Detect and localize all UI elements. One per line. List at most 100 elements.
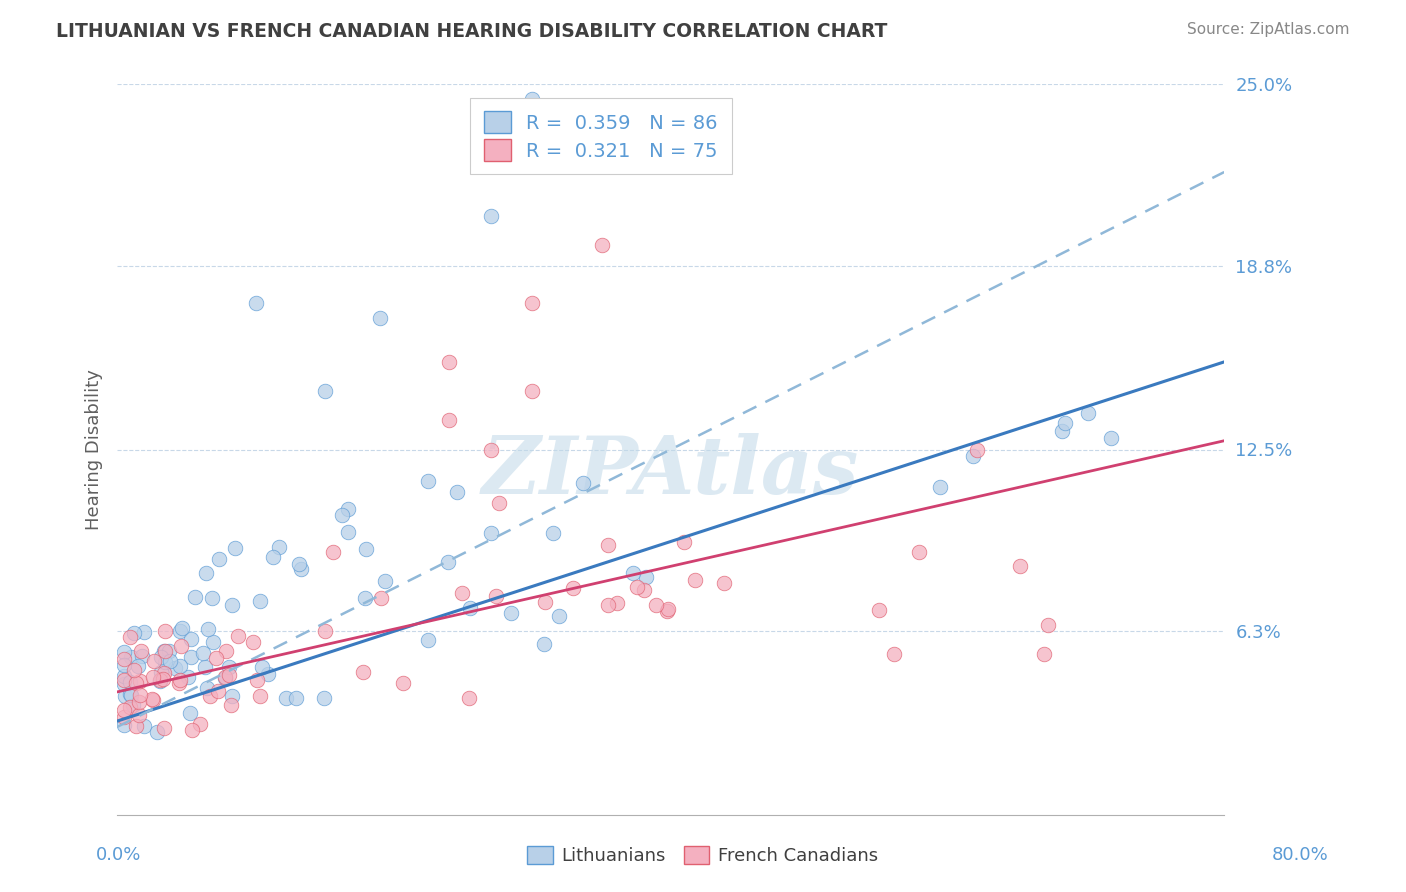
Point	[180, 723, 202, 737]
Point	[127, 658, 149, 673]
Point	[621, 566, 644, 580]
Point	[167, 675, 190, 690]
Point	[142, 692, 165, 706]
Point	[125, 676, 148, 690]
Point	[153, 722, 176, 736]
Point	[184, 590, 207, 604]
Point	[172, 621, 194, 635]
Point	[596, 538, 619, 552]
Point	[1050, 424, 1073, 438]
Point	[290, 562, 312, 576]
Point	[354, 591, 377, 606]
Text: 80.0%: 80.0%	[1272, 846, 1329, 863]
Point	[322, 545, 344, 559]
Point	[1038, 617, 1060, 632]
Point	[314, 624, 336, 638]
Point	[218, 668, 240, 682]
Point	[713, 575, 735, 590]
Point	[180, 632, 202, 646]
Point	[142, 655, 165, 669]
Point	[633, 583, 655, 598]
Point	[285, 690, 308, 705]
Point	[191, 646, 214, 660]
Point	[120, 649, 142, 664]
Point	[179, 706, 201, 720]
Point	[337, 502, 360, 516]
Point	[149, 673, 172, 687]
Point	[112, 673, 135, 687]
Point	[246, 673, 269, 687]
Point	[131, 649, 153, 664]
Point	[416, 632, 439, 647]
Point	[591, 238, 613, 252]
Point	[416, 474, 439, 488]
Point	[142, 671, 165, 685]
Point	[522, 384, 544, 398]
Point	[207, 551, 229, 566]
Point	[224, 541, 246, 555]
Point	[606, 596, 628, 610]
Point	[1099, 431, 1122, 445]
Point	[129, 673, 152, 688]
Point	[125, 719, 148, 733]
Point	[962, 449, 984, 463]
Point	[214, 671, 236, 685]
Legend: Lithuanians, French Canadians: Lithuanians, French Canadians	[520, 838, 886, 872]
Point	[195, 566, 218, 581]
Point	[1010, 559, 1032, 574]
Point	[149, 665, 172, 680]
Point	[221, 598, 243, 612]
Point	[250, 659, 273, 673]
Point	[112, 658, 135, 673]
Point	[149, 674, 172, 689]
Point	[439, 355, 461, 369]
Point	[195, 681, 218, 695]
Point	[533, 637, 555, 651]
Point	[118, 700, 141, 714]
Point	[330, 508, 353, 523]
Point	[485, 589, 508, 603]
Point	[201, 634, 224, 648]
Point	[112, 645, 135, 659]
Point	[177, 670, 200, 684]
Point	[374, 574, 396, 588]
Point	[657, 601, 679, 615]
Point	[458, 690, 481, 705]
Point	[257, 666, 280, 681]
Point	[169, 624, 191, 638]
Point	[314, 690, 336, 705]
Point	[112, 652, 135, 666]
Point	[188, 716, 211, 731]
Point	[169, 659, 191, 673]
Point	[488, 496, 510, 510]
Point	[120, 688, 142, 702]
Point	[598, 598, 620, 612]
Point	[157, 644, 180, 658]
Point	[499, 606, 522, 620]
Point	[446, 484, 468, 499]
Point	[159, 654, 181, 668]
Point	[356, 541, 378, 556]
Point	[645, 598, 668, 612]
Point	[274, 690, 297, 705]
Point	[522, 92, 544, 106]
Point	[1054, 417, 1077, 431]
Point	[262, 549, 284, 564]
Point	[226, 629, 249, 643]
Point	[129, 643, 152, 657]
Point	[141, 692, 163, 706]
Point	[134, 625, 156, 640]
Point	[214, 670, 236, 684]
Point	[479, 525, 502, 540]
Point	[122, 698, 145, 712]
Point	[194, 659, 217, 673]
Point	[132, 719, 155, 733]
Point	[1077, 406, 1099, 420]
Point	[218, 659, 240, 673]
Point	[966, 442, 988, 457]
Point	[169, 673, 191, 687]
Point	[165, 661, 187, 675]
Point	[655, 603, 678, 617]
Point	[572, 475, 595, 490]
Point	[153, 656, 176, 670]
